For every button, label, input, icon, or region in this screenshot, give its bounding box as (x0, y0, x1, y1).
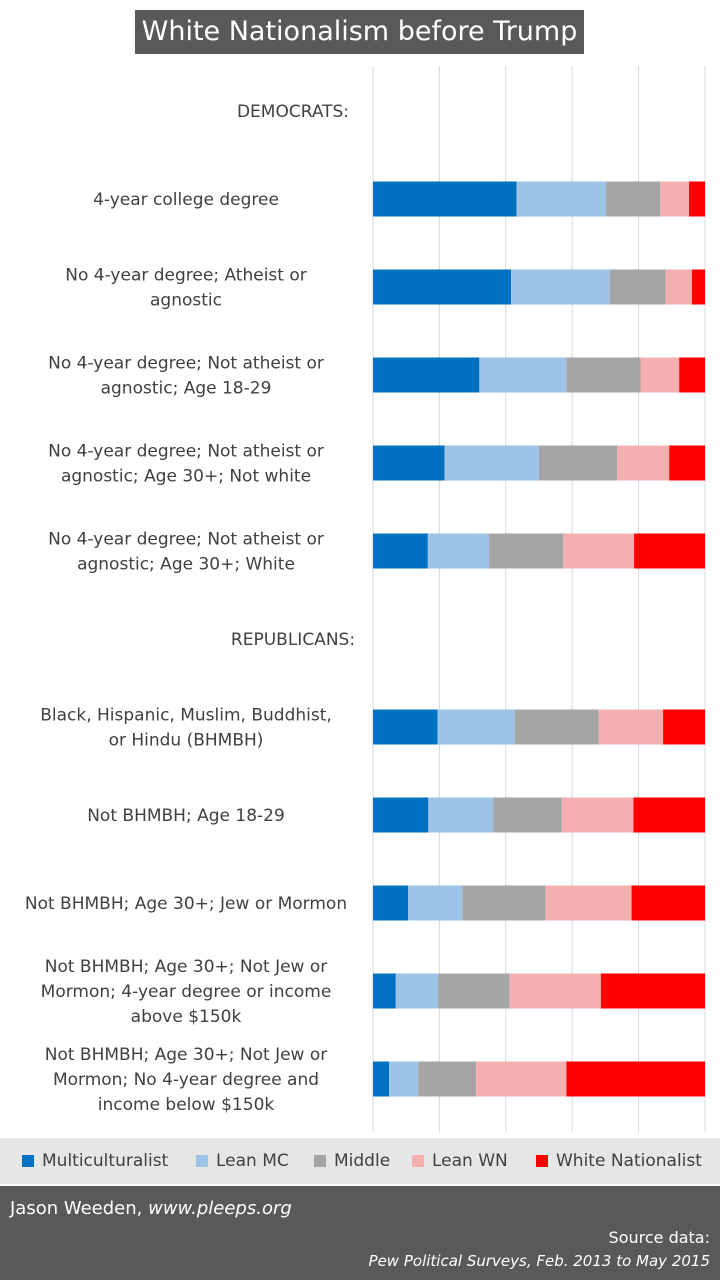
bar-segment-lean-wn (545, 885, 632, 921)
bar-segment-lean-mc (479, 357, 567, 393)
group-header-label: REPUBLICANS: (231, 630, 355, 650)
bar-segment-white-nationalist (679, 357, 705, 393)
bar-segment-lean-mc (437, 709, 515, 745)
bar-segment-white-nationalist (689, 181, 705, 217)
author-website: www.pleeps.org (148, 1198, 292, 1219)
bar-segment-lean-mc (444, 445, 539, 481)
bar-segment-multiculturalist (373, 269, 512, 305)
bar-segment-middle (418, 1061, 477, 1097)
bar-segment-white-nationalist (669, 445, 705, 481)
legend-swatch (536, 1155, 548, 1167)
bar-segment-lean-mc (516, 181, 607, 217)
bar-segment-multiculturalist (373, 709, 438, 745)
bar-segment-white-nationalist (633, 797, 705, 833)
stacked-bar-chart: DEMOCRATS: 4-year college degree No 4-year… (25, 66, 706, 1132)
category-label: Not BHMBH; Age 30+; Not Jew or Mormon; No… (45, 1045, 328, 1115)
bar-segment-lean-wn (617, 445, 670, 481)
footer-source-label: Source data: (608, 1228, 710, 1247)
legend-swatch (314, 1155, 326, 1167)
legend-swatch (196, 1155, 208, 1167)
bar-segment-lean-wn (660, 181, 690, 217)
legend-swatch (412, 1155, 424, 1167)
bar-segment-lean-wn (476, 1061, 567, 1097)
bar-segment-white-nationalist (691, 269, 705, 305)
group-header-label: DEMOCRATS: (237, 102, 349, 122)
category-label: 4-year college degree (93, 190, 279, 210)
footer: Jason Weeden, www.pleeps.org Source data… (0, 1186, 720, 1280)
bar-segment-white-nationalist (600, 973, 705, 1009)
author-name: Jason Weeden, (10, 1198, 149, 1219)
legend-item: Multiculturalist (22, 1138, 168, 1184)
bar-segment-lean-mc (427, 533, 490, 569)
legend-swatch (22, 1155, 34, 1167)
bar-segment-multiculturalist (373, 181, 517, 217)
chart-title: White Nationalism before Trump (135, 10, 584, 54)
bar-segment-lean-mc (428, 797, 494, 833)
legend-label: Middle (334, 1151, 391, 1171)
legend-label: Lean MC (216, 1151, 289, 1171)
bar-segment-multiculturalist (373, 533, 428, 569)
bar-segment-lean-wn (598, 709, 664, 745)
bar-segment-multiculturalist (373, 357, 480, 393)
bar-segment-middle (438, 973, 510, 1009)
bar-segment-multiculturalist (373, 445, 445, 481)
legend-label: White Nationalist (556, 1151, 702, 1171)
legend-label: Multiculturalist (42, 1151, 169, 1171)
legend: Multiculturalist Lean MC Middle Lean WN Whit… (0, 1138, 720, 1184)
bar-segment-multiculturalist (373, 1061, 390, 1097)
bar-segment-middle (539, 445, 618, 481)
bar-segment-middle (566, 357, 641, 393)
bar-segment-lean-wn (665, 269, 692, 305)
bar-segment-multiculturalist (373, 973, 396, 1009)
bar-segment-lean-wn (563, 533, 635, 569)
footer-author: Jason Weeden, www.pleeps.org (10, 1198, 292, 1219)
bar-segment-lean-mc (395, 973, 439, 1009)
category-label: Not BHMBH; Age 30+; Jew or Mormon (25, 894, 347, 914)
bar-segment-lean-wn (509, 973, 601, 1009)
bar-segment-lean-mc (408, 885, 463, 921)
footer-source: Pew Political Surveys, Feb. 2013 to May … (368, 1252, 710, 1270)
bar-segment-middle (493, 797, 562, 833)
bar-segment-middle (489, 533, 564, 569)
bar-segment-lean-mc (511, 269, 610, 305)
bar-segment-multiculturalist (373, 797, 429, 833)
bar-segment-multiculturalist (373, 885, 409, 921)
bar-segment-middle (606, 181, 661, 217)
legend-item: Middle (314, 1138, 390, 1184)
bar-segment-white-nationalist (634, 533, 705, 569)
legend-item: White Nationalist (536, 1138, 702, 1184)
bar-segment-lean-wn (640, 357, 680, 393)
category-label: Black, Hispanic, Muslim, Buddhist, or Hin… (40, 705, 332, 750)
bar-segment-middle (514, 709, 599, 745)
bar-segment-white-nationalist (631, 885, 705, 921)
bar-segment-white-nationalist (663, 709, 705, 745)
bar-segment-white-nationalist (566, 1061, 705, 1097)
bar-segment-lean-mc (389, 1061, 419, 1097)
category-label: No 4-year degree; Atheist or agnostic (65, 265, 306, 310)
category-label: No 4-year degree; Not atheist or agnostic… (48, 441, 324, 486)
category-label: Not BHMBH; Age 18-29 (87, 806, 285, 826)
category-label: Not BHMBH; Age 30+; Not Jew or Mormon; 4-… (41, 957, 332, 1027)
bar-segment-middle (609, 269, 666, 305)
legend-label: Lean WN (432, 1151, 508, 1171)
category-label: No 4-year degree; Not atheist or agnostic… (48, 529, 324, 574)
category-label: No 4-year degree; Not atheist or agnostic… (48, 353, 324, 398)
bar-segment-middle (462, 885, 546, 921)
bar-segment-lean-wn (561, 797, 634, 833)
legend-item: Lean MC (196, 1138, 289, 1184)
legend-item: Lean WN (412, 1138, 508, 1184)
